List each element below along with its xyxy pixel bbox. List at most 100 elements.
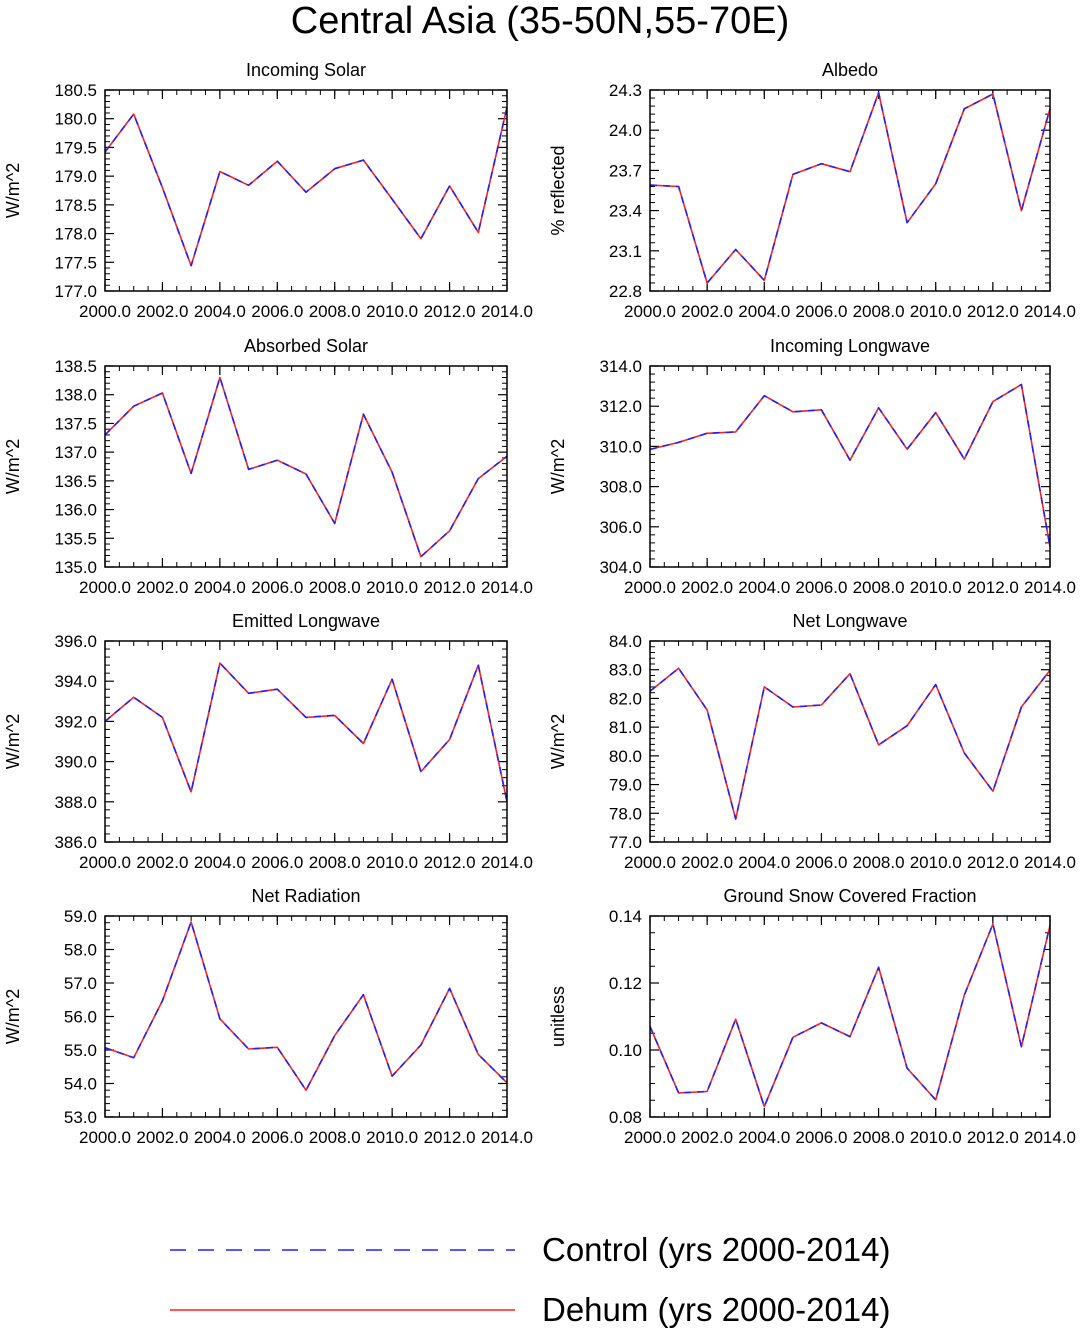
series-line-dehum — [104, 921, 508, 1091]
x-tick-label: 2010.0 — [910, 853, 962, 872]
x-tick-label: 2006.0 — [795, 1128, 847, 1147]
x-tick-label: 2008.0 — [853, 853, 905, 872]
plot-frame — [649, 365, 1051, 568]
x-tick-label: 2000.0 — [79, 1128, 131, 1147]
x-tick-label: 2008.0 — [309, 853, 361, 872]
x-tick-label: 2008.0 — [309, 302, 361, 321]
y-tick-label: 310.0 — [599, 437, 642, 456]
x-tick-label: 2008.0 — [853, 302, 905, 321]
x-tick-label: 2004.0 — [738, 853, 790, 872]
plot-frame — [104, 365, 508, 568]
y-tick-label: 308.0 — [599, 478, 642, 497]
x-tick-label: 2010.0 — [910, 578, 962, 597]
y-axis-label: W/m^2 — [3, 439, 23, 494]
x-tick-label: 2006.0 — [251, 853, 303, 872]
y-tick-label: 81.0 — [609, 718, 642, 737]
y-tick-label: 178.5 — [54, 196, 97, 215]
y-tick-label: 390.0 — [54, 753, 97, 772]
chart-emitted-longwave: Emitted Longwave W/m^2 2000.0 2002.0 2004.0 2… — [3, 611, 533, 872]
series-line-control — [649, 383, 1051, 548]
y-tick-label: 53.0 — [64, 1108, 97, 1127]
x-tick-label: 2006.0 — [251, 578, 303, 597]
y-tick-label: 179.0 — [54, 167, 97, 186]
panel-title: Net Longwave — [792, 611, 907, 631]
x-tick-label: 2008.0 — [853, 578, 905, 597]
plot-frame — [104, 915, 508, 1118]
y-axis-label: W/m^2 — [3, 163, 23, 218]
x-tick-label: 2006.0 — [251, 302, 303, 321]
y-tick-label: 137.0 — [54, 443, 97, 462]
y-tick-label: 56.0 — [64, 1008, 97, 1027]
series-line-control — [104, 662, 508, 802]
chart-absorbed-solar: Absorbed Solar W/m^2 2000.0 2002.0 2004.0 200… — [3, 336, 533, 597]
chart-net-longwave: Net Longwave W/m^2 2000.0 2002.0 2004.0 2006.… — [548, 611, 1076, 872]
y-tick-label: 306.0 — [599, 518, 642, 537]
x-tick-label: 2012.0 — [424, 578, 476, 597]
x-tick-label: 2000.0 — [79, 302, 131, 321]
figure-title: Central Asia (35-50N,55-70E) — [290, 0, 790, 42]
x-tick-label: 2004.0 — [194, 853, 246, 872]
y-tick-label: 54.0 — [64, 1075, 97, 1094]
x-tick-label: 2004.0 — [738, 578, 790, 597]
x-tick-label: 2004.0 — [738, 1128, 790, 1147]
y-axis-label: unitless — [548, 986, 568, 1047]
plot-frame — [649, 640, 1051, 843]
x-tick-label: 2012.0 — [967, 1128, 1019, 1147]
x-tick-label: 2010.0 — [910, 1128, 962, 1147]
y-axis-label: W/m^2 — [3, 714, 23, 769]
x-tick-label: 2002.0 — [681, 578, 733, 597]
y-tick-label: 179.5 — [54, 138, 97, 157]
y-tick-label: 138.5 — [54, 357, 97, 376]
x-tick-label: 2012.0 — [424, 1128, 476, 1147]
x-tick-label: 2012.0 — [967, 302, 1019, 321]
y-tick-label: 55.0 — [64, 1041, 97, 1060]
y-tick-label: 77.0 — [609, 833, 642, 852]
x-tick-label: 2002.0 — [681, 1128, 733, 1147]
y-axis-label: % reflected — [548, 145, 568, 235]
y-tick-label: 0.12 — [609, 974, 642, 993]
x-tick-label: 2008.0 — [853, 1128, 905, 1147]
x-tick-label: 2006.0 — [795, 578, 847, 597]
x-tick-label: 2014.0 — [481, 578, 533, 597]
y-tick-label: 0.14 — [609, 907, 642, 926]
y-tick-label: 80.0 — [609, 747, 642, 766]
y-tick-label: 177.5 — [54, 253, 97, 272]
plot-frame — [104, 89, 508, 292]
panel-title: Absorbed Solar — [244, 336, 368, 356]
x-tick-label: 2014.0 — [1024, 578, 1076, 597]
x-tick-label: 2010.0 — [366, 1128, 418, 1147]
plot-frame — [649, 89, 1051, 292]
x-tick-label: 2000.0 — [79, 578, 131, 597]
y-tick-label: 178.0 — [54, 225, 97, 244]
y-tick-label: 396.0 — [54, 632, 97, 651]
x-tick-label: 2008.0 — [309, 1128, 361, 1147]
x-tick-label: 2004.0 — [194, 302, 246, 321]
y-tick-label: 312.0 — [599, 397, 642, 416]
x-tick-label: 2012.0 — [424, 302, 476, 321]
chart-incoming-longwave: Incoming Longwave W/m^2 2000.0 2002.0 2004.0… — [548, 336, 1076, 597]
x-tick-label: 2002.0 — [681, 302, 733, 321]
x-tick-label: 2002.0 — [136, 853, 188, 872]
panel-title: Incoming Solar — [246, 60, 366, 80]
y-tick-label: 23.4 — [609, 202, 642, 221]
y-axis-label: W/m^2 — [3, 989, 23, 1044]
x-tick-label: 2004.0 — [738, 302, 790, 321]
y-tick-label: 0.10 — [609, 1041, 642, 1060]
x-tick-label: 2014.0 — [1024, 302, 1076, 321]
x-tick-label: 2014.0 — [1024, 853, 1076, 872]
y-tick-label: 180.5 — [54, 81, 97, 100]
x-tick-label: 2002.0 — [136, 1128, 188, 1147]
x-tick-label: 2008.0 — [309, 578, 361, 597]
y-tick-label: 84.0 — [609, 632, 642, 651]
x-tick-label: 2006.0 — [795, 302, 847, 321]
y-tick-label: 82.0 — [609, 689, 642, 708]
y-tick-label: 137.5 — [54, 414, 97, 433]
series-line-dehum — [104, 376, 508, 558]
y-tick-label: 23.7 — [609, 161, 642, 180]
x-tick-label: 2006.0 — [251, 1128, 303, 1147]
y-tick-label: 135.0 — [54, 558, 97, 577]
series-line-control — [649, 667, 1051, 820]
x-tick-label: 2002.0 — [681, 853, 733, 872]
y-tick-label: 24.3 — [609, 81, 642, 100]
series-line-dehum — [649, 667, 1051, 820]
